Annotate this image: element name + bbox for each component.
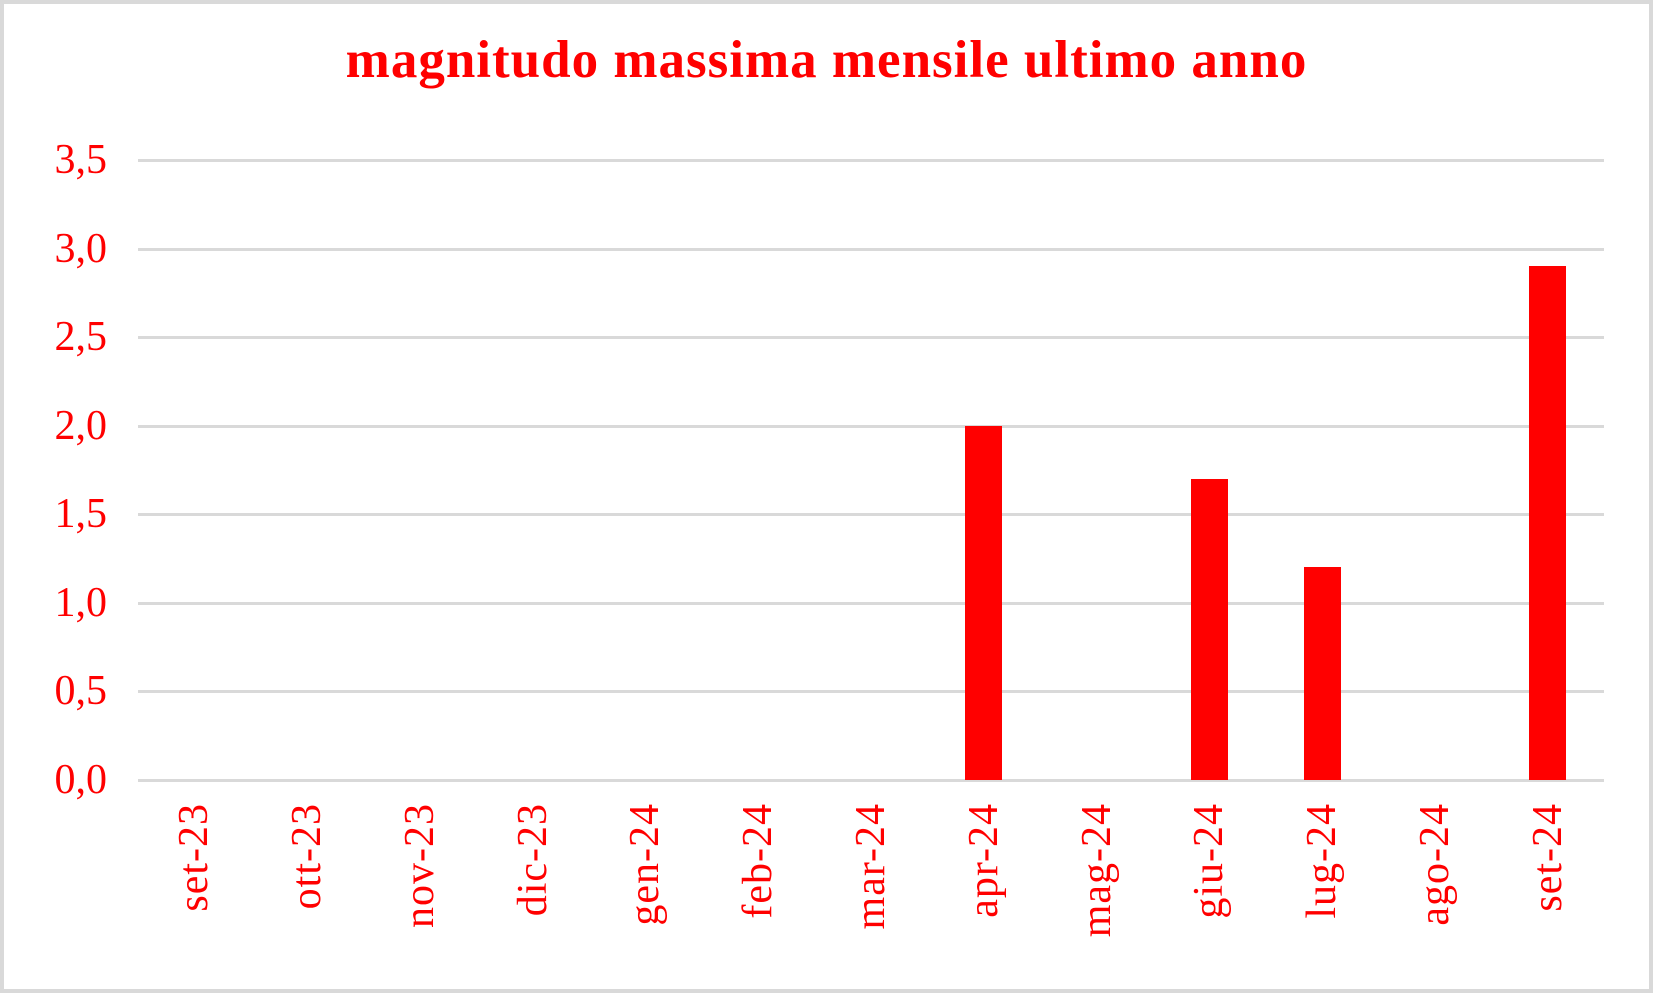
y-axis-tick-label: 1,5 (54, 491, 108, 538)
bar (1304, 567, 1341, 780)
gridline (138, 247, 1604, 251)
bar (1191, 479, 1228, 780)
gridline (138, 159, 1604, 162)
y-axis-tick-label: 0,5 (54, 668, 108, 715)
y-axis-tick-label: 0,0 (54, 757, 108, 803)
gridline (138, 424, 1604, 428)
bar (1529, 266, 1566, 780)
x-axis-category-label: nov-23 (397, 803, 443, 928)
y-axis-tick-label: 3,5 (54, 137, 108, 183)
x-axis-category-label: mag-24 (1074, 803, 1120, 938)
x-axis-category-label: set-23 (171, 803, 217, 912)
bar (965, 426, 1002, 780)
y-axis-tick-label: 3,0 (54, 225, 108, 272)
gridline (138, 601, 1604, 605)
y-axis-tick-label: 2,0 (54, 402, 108, 449)
x-axis-category-label: set-24 (1525, 803, 1571, 912)
x-axis-category-label: ago-24 (1412, 803, 1458, 926)
x-axis-category-label: ott-23 (284, 803, 330, 910)
chart-title: magnitudo massima mensile ultimo anno (345, 31, 1308, 89)
gridline (138, 513, 1604, 517)
gridline (138, 336, 1604, 340)
x-axis-category-label: mar-24 (848, 803, 894, 930)
x-axis-category-label: gen-24 (622, 803, 668, 926)
x-axis-category-label: apr-24 (961, 803, 1007, 918)
gridline (138, 779, 1604, 782)
plot-area: 0,0 0,5 1,0 1,5 2,0 2,5 3,0 3,5 set-23 ott-23 nov-… (4, 4, 1649, 989)
gridline (138, 690, 1604, 694)
x-axis-category-label: lug-24 (1299, 803, 1345, 919)
y-axis-tick-label: 1,0 (54, 579, 108, 626)
x-axis-category-label: feb-24 (735, 803, 781, 919)
y-axis-tick-label: 2,5 (54, 314, 108, 361)
x-axis-category-label: dic-23 (510, 803, 556, 917)
x-axis-category-label: giu-24 (1186, 803, 1232, 919)
